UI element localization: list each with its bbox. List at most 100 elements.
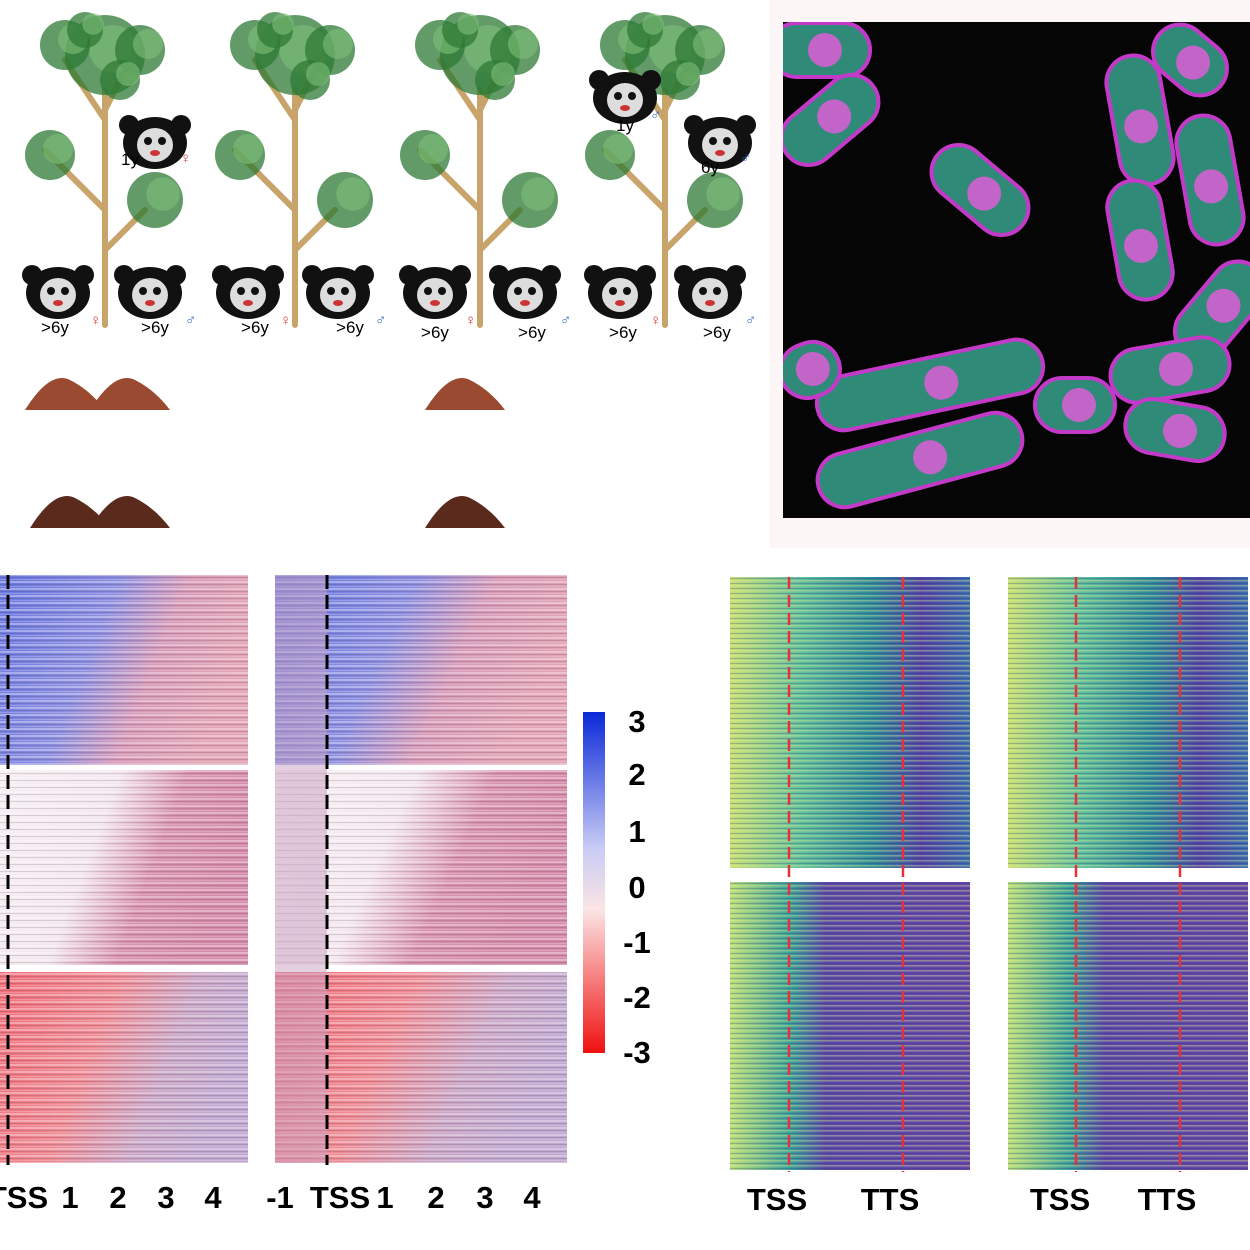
nose bbox=[520, 300, 530, 306]
eye bbox=[139, 287, 147, 295]
sex-label: ♀ bbox=[465, 312, 476, 329]
lemur bbox=[114, 265, 186, 319]
mound bbox=[425, 496, 505, 528]
foliage bbox=[336, 177, 370, 211]
cell bbox=[783, 22, 872, 79]
face bbox=[230, 278, 266, 312]
eye bbox=[528, 287, 536, 295]
age-label: 1y bbox=[616, 116, 634, 135]
trunk bbox=[232, 47, 338, 328]
foliage bbox=[457, 13, 479, 35]
x-label: 3 bbox=[157, 1180, 174, 1215]
heatmap-flank bbox=[275, 575, 327, 1163]
x-label: TSS bbox=[1030, 1182, 1090, 1217]
colorbar bbox=[583, 712, 605, 1053]
nose bbox=[430, 300, 440, 306]
nucleus bbox=[967, 176, 1002, 211]
cell bbox=[814, 337, 1046, 433]
eye bbox=[623, 287, 631, 295]
age-label: >6y bbox=[41, 318, 69, 337]
face bbox=[417, 278, 453, 312]
heatmap-texture bbox=[0, 972, 248, 1163]
colorbar-label: 3 bbox=[628, 704, 645, 739]
x-label: 1 bbox=[376, 1180, 393, 1215]
foliage bbox=[233, 134, 263, 164]
nucleus bbox=[1124, 109, 1159, 144]
foliage bbox=[508, 29, 538, 59]
x-label: TTS bbox=[861, 1182, 920, 1217]
nucleus bbox=[1206, 288, 1241, 323]
age-label: 6y bbox=[701, 158, 719, 177]
nucleus bbox=[1062, 388, 1096, 422]
nose bbox=[715, 150, 725, 156]
nucleus bbox=[808, 33, 842, 67]
sex-label: ♀ bbox=[650, 312, 661, 329]
cell bbox=[815, 410, 1025, 510]
face bbox=[692, 278, 728, 312]
foliage bbox=[676, 62, 700, 86]
foliage bbox=[418, 134, 448, 164]
eye bbox=[424, 287, 432, 295]
lemur bbox=[22, 265, 94, 319]
sex-label: ♂ bbox=[650, 107, 661, 124]
nucleus bbox=[1194, 169, 1229, 204]
foliage bbox=[82, 13, 104, 35]
mound bbox=[425, 378, 505, 410]
foliage bbox=[491, 62, 515, 86]
cell bbox=[1123, 397, 1227, 463]
colorbar-label: 0 bbox=[628, 870, 645, 905]
eye bbox=[609, 287, 617, 295]
cell bbox=[929, 143, 1031, 237]
sex-label: ♂ bbox=[740, 150, 751, 167]
nose bbox=[615, 300, 625, 306]
foliage bbox=[116, 62, 140, 86]
age-label: >6y bbox=[241, 318, 269, 337]
eye bbox=[514, 287, 522, 295]
sex-label: ♀ bbox=[90, 312, 101, 329]
eye bbox=[723, 137, 731, 145]
foliage bbox=[521, 177, 555, 211]
nose bbox=[53, 300, 63, 306]
eye bbox=[144, 137, 152, 145]
face bbox=[607, 83, 643, 117]
colorbar-label: -2 bbox=[623, 980, 651, 1015]
nose bbox=[150, 150, 160, 156]
colorbar-label: 1 bbox=[628, 814, 645, 849]
nucleus bbox=[1124, 228, 1159, 263]
trunk bbox=[42, 47, 148, 328]
sex-label: ♂ bbox=[375, 312, 386, 329]
heatmap-texture bbox=[730, 577, 970, 868]
lemur bbox=[212, 265, 284, 319]
age-label: >6y bbox=[421, 323, 449, 342]
cell bbox=[1105, 178, 1175, 302]
x-label: 3 bbox=[476, 1180, 493, 1215]
eye bbox=[709, 137, 717, 145]
eye bbox=[614, 92, 622, 100]
lemur bbox=[589, 70, 661, 124]
nose bbox=[705, 300, 715, 306]
nose bbox=[620, 105, 630, 111]
cell bbox=[1104, 53, 1176, 187]
sex-label: ♂ bbox=[745, 312, 756, 329]
face bbox=[320, 278, 356, 312]
mound bbox=[30, 496, 110, 528]
face bbox=[40, 278, 76, 312]
heatmap-texture bbox=[0, 575, 248, 765]
sex-label: ♂ bbox=[185, 312, 196, 329]
age-label: >6y bbox=[518, 323, 546, 342]
foliage bbox=[323, 29, 353, 59]
foliage bbox=[43, 134, 73, 164]
colorbar-label: -1 bbox=[623, 925, 651, 960]
foliage bbox=[603, 134, 633, 164]
sex-label: ♂ bbox=[560, 312, 571, 329]
cell bbox=[1033, 376, 1117, 434]
lemur bbox=[584, 265, 656, 319]
lemur bbox=[399, 265, 471, 319]
foliage bbox=[706, 177, 740, 211]
face bbox=[602, 278, 638, 312]
sex-label: ♀ bbox=[280, 312, 291, 329]
foliage bbox=[133, 29, 163, 59]
x-label: 1 bbox=[61, 1180, 78, 1215]
